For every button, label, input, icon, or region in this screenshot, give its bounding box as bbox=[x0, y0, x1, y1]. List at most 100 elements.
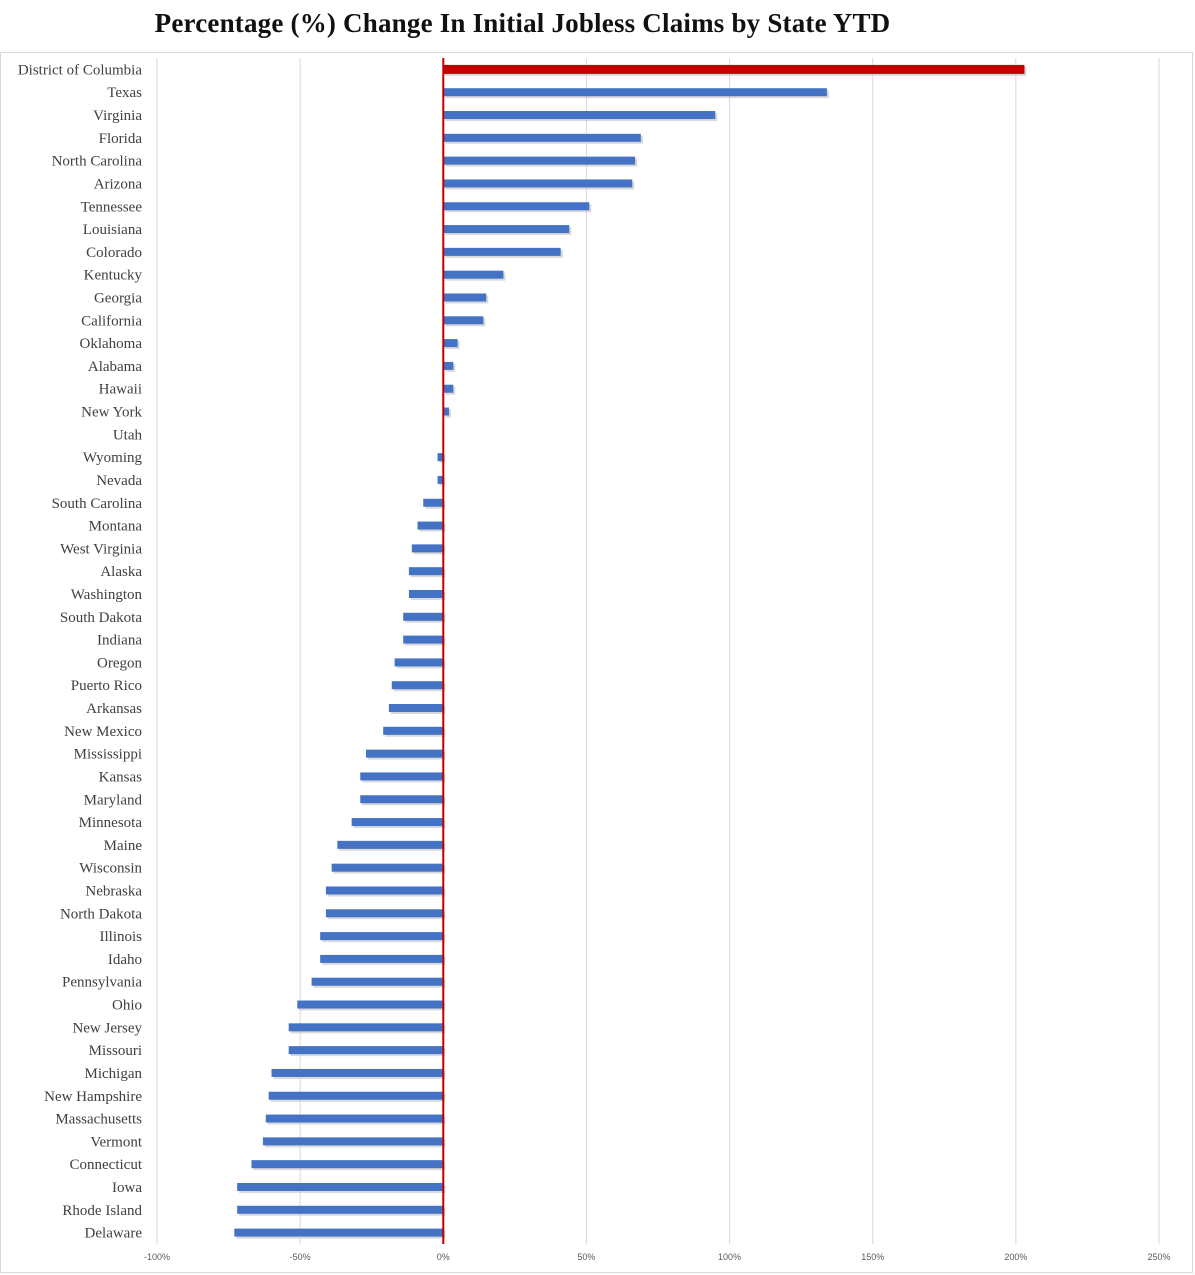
bar bbox=[443, 293, 487, 302]
chart-frame bbox=[0, 52, 1193, 1273]
category-label: Idaho bbox=[108, 952, 142, 968]
x-tick-label: 200% bbox=[1004, 1252, 1027, 1262]
bar bbox=[443, 202, 590, 211]
bar bbox=[271, 1068, 444, 1077]
bar bbox=[237, 1182, 444, 1191]
bar bbox=[443, 316, 484, 325]
bar bbox=[403, 635, 444, 644]
bar bbox=[391, 681, 444, 690]
x-tick-label: 250% bbox=[1147, 1252, 1170, 1262]
x-tick-label: -50% bbox=[290, 1252, 311, 1262]
bar bbox=[443, 156, 636, 165]
bar bbox=[360, 795, 444, 804]
category-label: Maryland bbox=[84, 792, 143, 808]
category-label: Kentucky bbox=[84, 268, 143, 284]
x-tick-label: 50% bbox=[577, 1252, 595, 1262]
bar bbox=[443, 270, 504, 279]
bar bbox=[365, 749, 444, 758]
category-label: South Dakota bbox=[60, 610, 142, 626]
category-label: Vermont bbox=[90, 1134, 142, 1150]
category-label: Ohio bbox=[112, 998, 142, 1014]
category-label: Hawaii bbox=[99, 382, 142, 398]
bar bbox=[408, 589, 444, 598]
category-label: Virginia bbox=[93, 108, 142, 124]
bar bbox=[268, 1091, 444, 1100]
bar bbox=[288, 1046, 444, 1055]
bar bbox=[325, 886, 444, 895]
bar bbox=[437, 453, 444, 462]
bar bbox=[443, 225, 570, 234]
bar bbox=[288, 1023, 444, 1032]
x-tick-label: 0% bbox=[437, 1252, 450, 1262]
category-label: Nebraska bbox=[85, 883, 142, 899]
bar bbox=[443, 361, 454, 370]
bar bbox=[408, 567, 444, 576]
category-label: North Dakota bbox=[60, 906, 142, 922]
bar bbox=[388, 704, 444, 713]
category-label: Alabama bbox=[88, 359, 142, 375]
category-label: North Carolina bbox=[52, 154, 143, 170]
bar bbox=[311, 977, 444, 986]
category-label: West Virginia bbox=[60, 541, 142, 557]
bar bbox=[437, 475, 444, 484]
x-tick-label: 150% bbox=[861, 1252, 884, 1262]
category-label: Tennessee bbox=[81, 199, 143, 215]
bar bbox=[262, 1137, 444, 1146]
bar bbox=[237, 1205, 444, 1214]
category-label: Minnesota bbox=[79, 815, 143, 831]
category-label: Nevada bbox=[96, 473, 142, 489]
bar bbox=[234, 1228, 444, 1237]
bar bbox=[320, 954, 444, 963]
category-label: Delaware bbox=[85, 1226, 143, 1242]
category-label: California bbox=[81, 313, 142, 329]
category-label: South Carolina bbox=[52, 496, 143, 512]
bar bbox=[325, 909, 444, 918]
category-label: Montana bbox=[89, 519, 143, 535]
category-label: Iowa bbox=[112, 1180, 142, 1196]
category-label: New York bbox=[81, 405, 142, 421]
bar bbox=[443, 179, 633, 188]
category-label: Florida bbox=[99, 131, 143, 147]
category-label: Rhode Island bbox=[62, 1203, 142, 1219]
category-label: Texas bbox=[107, 85, 142, 101]
category-label: Wisconsin bbox=[79, 861, 142, 877]
bar bbox=[443, 88, 827, 97]
category-label: Missouri bbox=[89, 1043, 142, 1059]
bar bbox=[443, 111, 716, 120]
category-label: Connecticut bbox=[70, 1157, 143, 1173]
category-label: Washington bbox=[71, 587, 143, 603]
bar bbox=[251, 1160, 444, 1169]
category-label: Colorado bbox=[86, 245, 142, 261]
category-label: Illinois bbox=[99, 929, 142, 945]
category-label: Oklahoma bbox=[80, 336, 143, 352]
category-label: Kansas bbox=[99, 769, 142, 785]
bar bbox=[360, 772, 444, 781]
category-label: Arkansas bbox=[86, 701, 142, 717]
category-label: Indiana bbox=[97, 633, 142, 649]
bar bbox=[417, 521, 444, 530]
category-label: Oregon bbox=[97, 655, 142, 671]
category-label: Mississippi bbox=[74, 747, 142, 763]
bar bbox=[443, 339, 458, 348]
bar bbox=[443, 64, 1025, 74]
bar bbox=[383, 726, 444, 735]
bar bbox=[394, 658, 444, 667]
category-label: Pennsylvania bbox=[62, 975, 142, 991]
bar bbox=[403, 612, 444, 621]
bar bbox=[320, 932, 444, 941]
bar bbox=[443, 384, 454, 393]
category-label: Massachusetts bbox=[55, 1112, 142, 1128]
category-label: District of Columbia bbox=[18, 62, 142, 78]
bar bbox=[351, 818, 444, 827]
bar bbox=[337, 840, 444, 849]
bar bbox=[411, 544, 444, 553]
bar bbox=[443, 133, 641, 142]
category-label: Louisiana bbox=[83, 222, 142, 238]
bar bbox=[331, 863, 444, 872]
bar bbox=[423, 498, 444, 507]
bar bbox=[265, 1114, 444, 1123]
bar bbox=[297, 1000, 444, 1009]
category-label: New Hampshire bbox=[44, 1089, 142, 1105]
category-label: Georgia bbox=[94, 290, 142, 306]
chart-title: Percentage (%) Change In Initial Jobless… bbox=[154, 8, 891, 38]
